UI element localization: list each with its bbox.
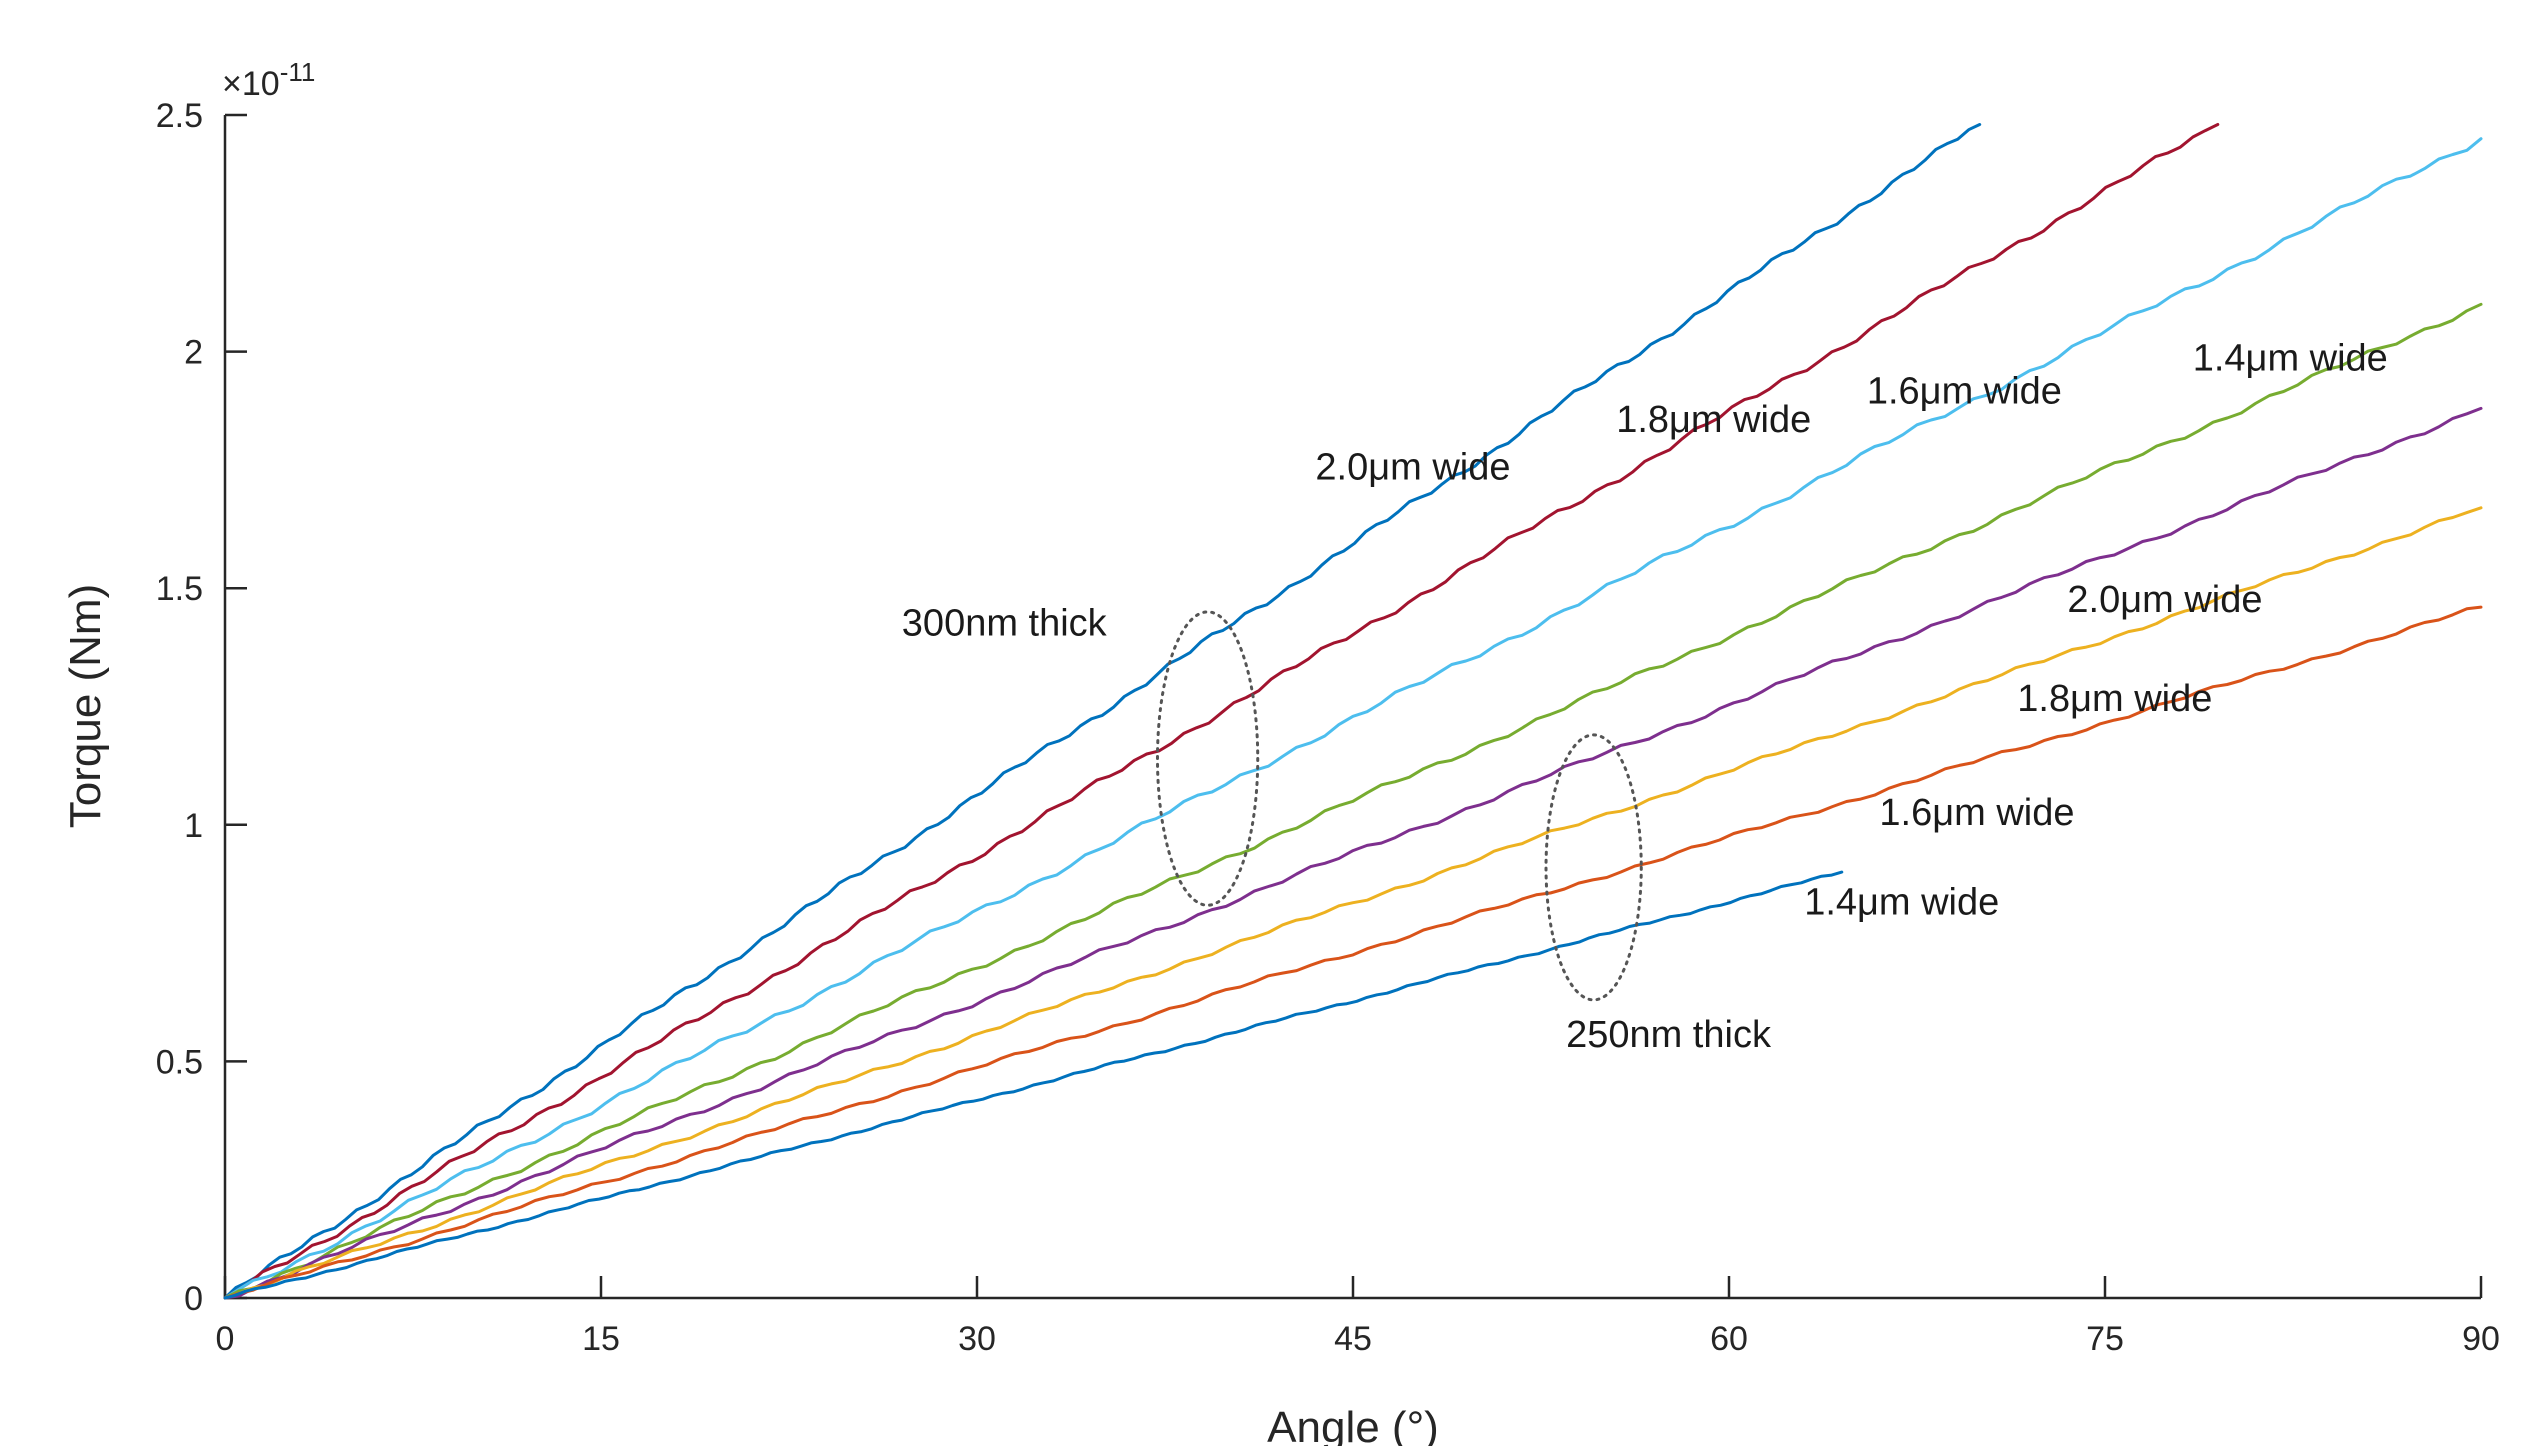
x-tick-label: 60	[1710, 1320, 1748, 1358]
series-line	[223, 137, 2483, 1300]
series-line	[223, 302, 2483, 1300]
x-axis-title: Angle (°)	[1267, 1403, 1439, 1446]
group-ellipse	[1544, 733, 1643, 1002]
series-annotation: 1.4μm wide	[2193, 338, 2388, 380]
series-line	[223, 123, 2220, 1300]
series-annotation: 1.8μm wide	[2017, 678, 2212, 720]
x-tick-label: 90	[2462, 1320, 2500, 1358]
series-annotation: 1.4μm wide	[1804, 882, 1999, 924]
x-tick-label: 0	[216, 1320, 235, 1358]
series-annotation: 2.0μm wide	[2067, 579, 2262, 621]
series-line	[223, 406, 2483, 1300]
group-ellipse	[1155, 610, 1260, 907]
series-line	[223, 123, 1982, 1300]
series-line	[223, 605, 2483, 1300]
x-tick-label: 75	[2086, 1320, 2124, 1358]
series-line	[223, 870, 1844, 1300]
x-ticks: 0 15 30 45 60 75 90	[216, 1276, 2500, 1358]
series-layer	[223, 123, 2483, 1300]
y-exponent-power: -11	[280, 57, 316, 87]
y-tick-label: 0	[184, 1280, 203, 1318]
series-annotation: 1.6μm wide	[1867, 371, 2062, 413]
x-tick-label: 15	[582, 1320, 620, 1358]
series-annotation: 1.8μm wide	[1616, 399, 1811, 441]
y-tick-label: 1.5	[156, 570, 203, 608]
x-tick-label: 30	[958, 1320, 996, 1358]
y-tick-label: 2	[184, 334, 203, 372]
series-annotation: 250nm thick	[1566, 1014, 1772, 1056]
series-line	[223, 506, 2483, 1300]
series-annotation: 1.6μm wide	[1879, 792, 2074, 834]
y-tick-label: 1	[184, 807, 203, 845]
y-ticks: 0 0.5 1 1.5 2 2.5	[156, 97, 247, 1318]
series-annotation: 300nm thick	[902, 603, 1108, 645]
series-annotation: 2.0μm wide	[1315, 446, 1510, 488]
y-axis-title: Torque (Nm)	[61, 584, 110, 829]
y-exponent-label: ×10-11	[222, 57, 315, 103]
y-tick-label: 2.5	[156, 97, 203, 135]
x-tick-label: 45	[1334, 1320, 1372, 1358]
y-exponent-base: ×10	[222, 65, 280, 103]
group-markers	[1155, 610, 1643, 1002]
annotations: 2.0μm wide 1.8μm wide 1.6μm wide 1.4μm wide…	[902, 338, 2388, 1057]
y-tick-label: 0.5	[156, 1043, 203, 1081]
